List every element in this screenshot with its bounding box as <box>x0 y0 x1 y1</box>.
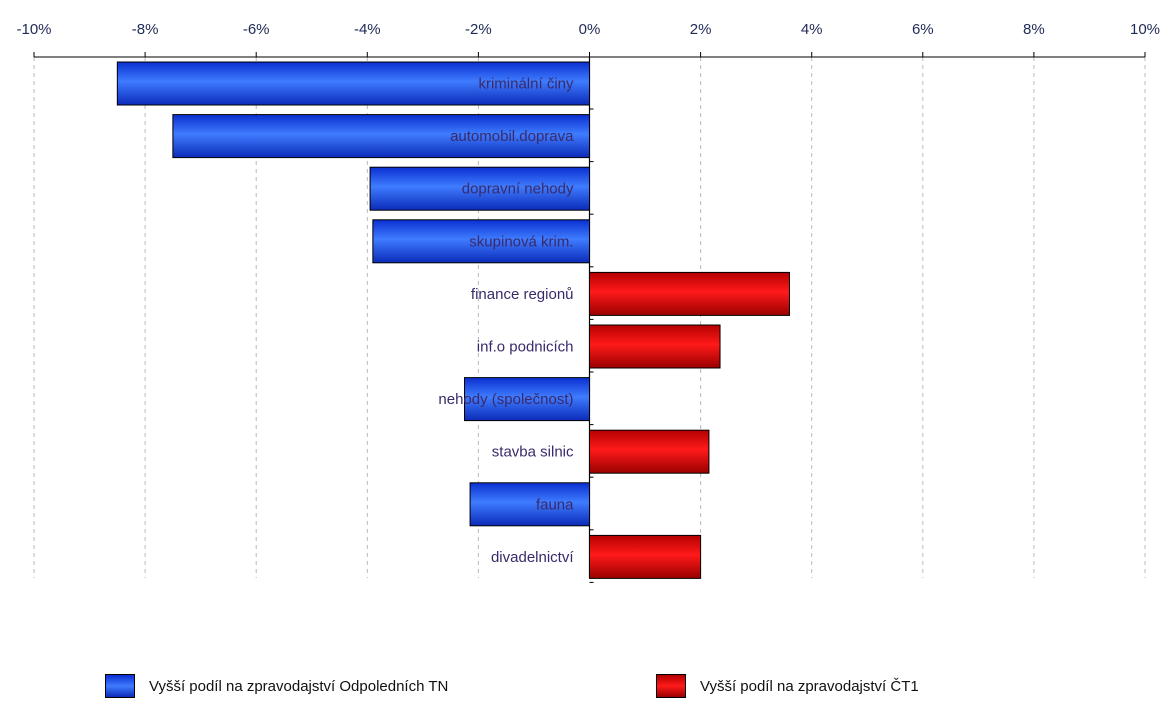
legend-swatch-red <box>656 674 686 698</box>
category-labels: kriminální činy automobil.doprava dopravní… <box>438 76 574 566</box>
legend-item-series-1: Vyšší podíl na zpravodajství Odpoledních… <box>105 674 448 698</box>
bar <box>464 377 591 422</box>
bar <box>172 114 590 159</box>
legend-item-series-2: Vyšší podíl na zpravodajství ČT1 <box>656 674 919 698</box>
legend-swatch-blue <box>105 674 135 698</box>
x-tick-label: -6% <box>243 21 270 38</box>
bar <box>369 166 591 211</box>
x-tick-label: 6% <box>912 21 934 38</box>
x-tick-label: -10% <box>16 21 51 38</box>
bar <box>589 324 721 369</box>
category-label: fauna <box>536 496 574 513</box>
category-label: dopravní nehody <box>462 181 574 198</box>
bar <box>469 482 591 527</box>
bar <box>372 219 591 264</box>
x-tick-label: -4% <box>354 21 381 38</box>
bars <box>116 61 790 579</box>
legend-label-series-1: Vyšší podíl na zpravodajství Odpoledních… <box>149 677 449 695</box>
legend-label-series-2: Vyšší podíl na zpravodajství ČT1 <box>700 677 919 695</box>
x-tick-label: 8% <box>1023 21 1045 38</box>
category-label: stavba silnic <box>492 444 574 461</box>
category-label: kriminální činy <box>478 76 574 93</box>
x-tick-label: 10% <box>1130 21 1160 38</box>
axes: -10% -8% -6% -4% -2% 0% 2% 4% 6% 8% 10% <box>16 21 1160 583</box>
x-tick-label: 0% <box>579 21 601 38</box>
category-label: skupinová krim. <box>469 233 573 250</box>
bar <box>589 271 790 316</box>
category-label: inf.o podnicích <box>477 339 574 356</box>
category-label: nehody (společnost) <box>438 391 573 408</box>
bar <box>116 61 590 106</box>
x-tick-label: 4% <box>801 21 823 38</box>
bar <box>589 429 710 474</box>
x-tick-label: -2% <box>465 21 492 38</box>
bar <box>589 534 702 579</box>
category-label: automobil.doprava <box>450 128 574 145</box>
x-tick-label: -8% <box>132 21 159 38</box>
bar-chart: -10% -8% -6% -4% -2% 0% 2% 4% 6% 8% 10% kriminální… <box>16 21 1160 583</box>
category-label: finance regionů <box>471 286 574 303</box>
x-tick-label: 2% <box>690 21 712 38</box>
category-label: divadelnictví <box>491 549 574 566</box>
